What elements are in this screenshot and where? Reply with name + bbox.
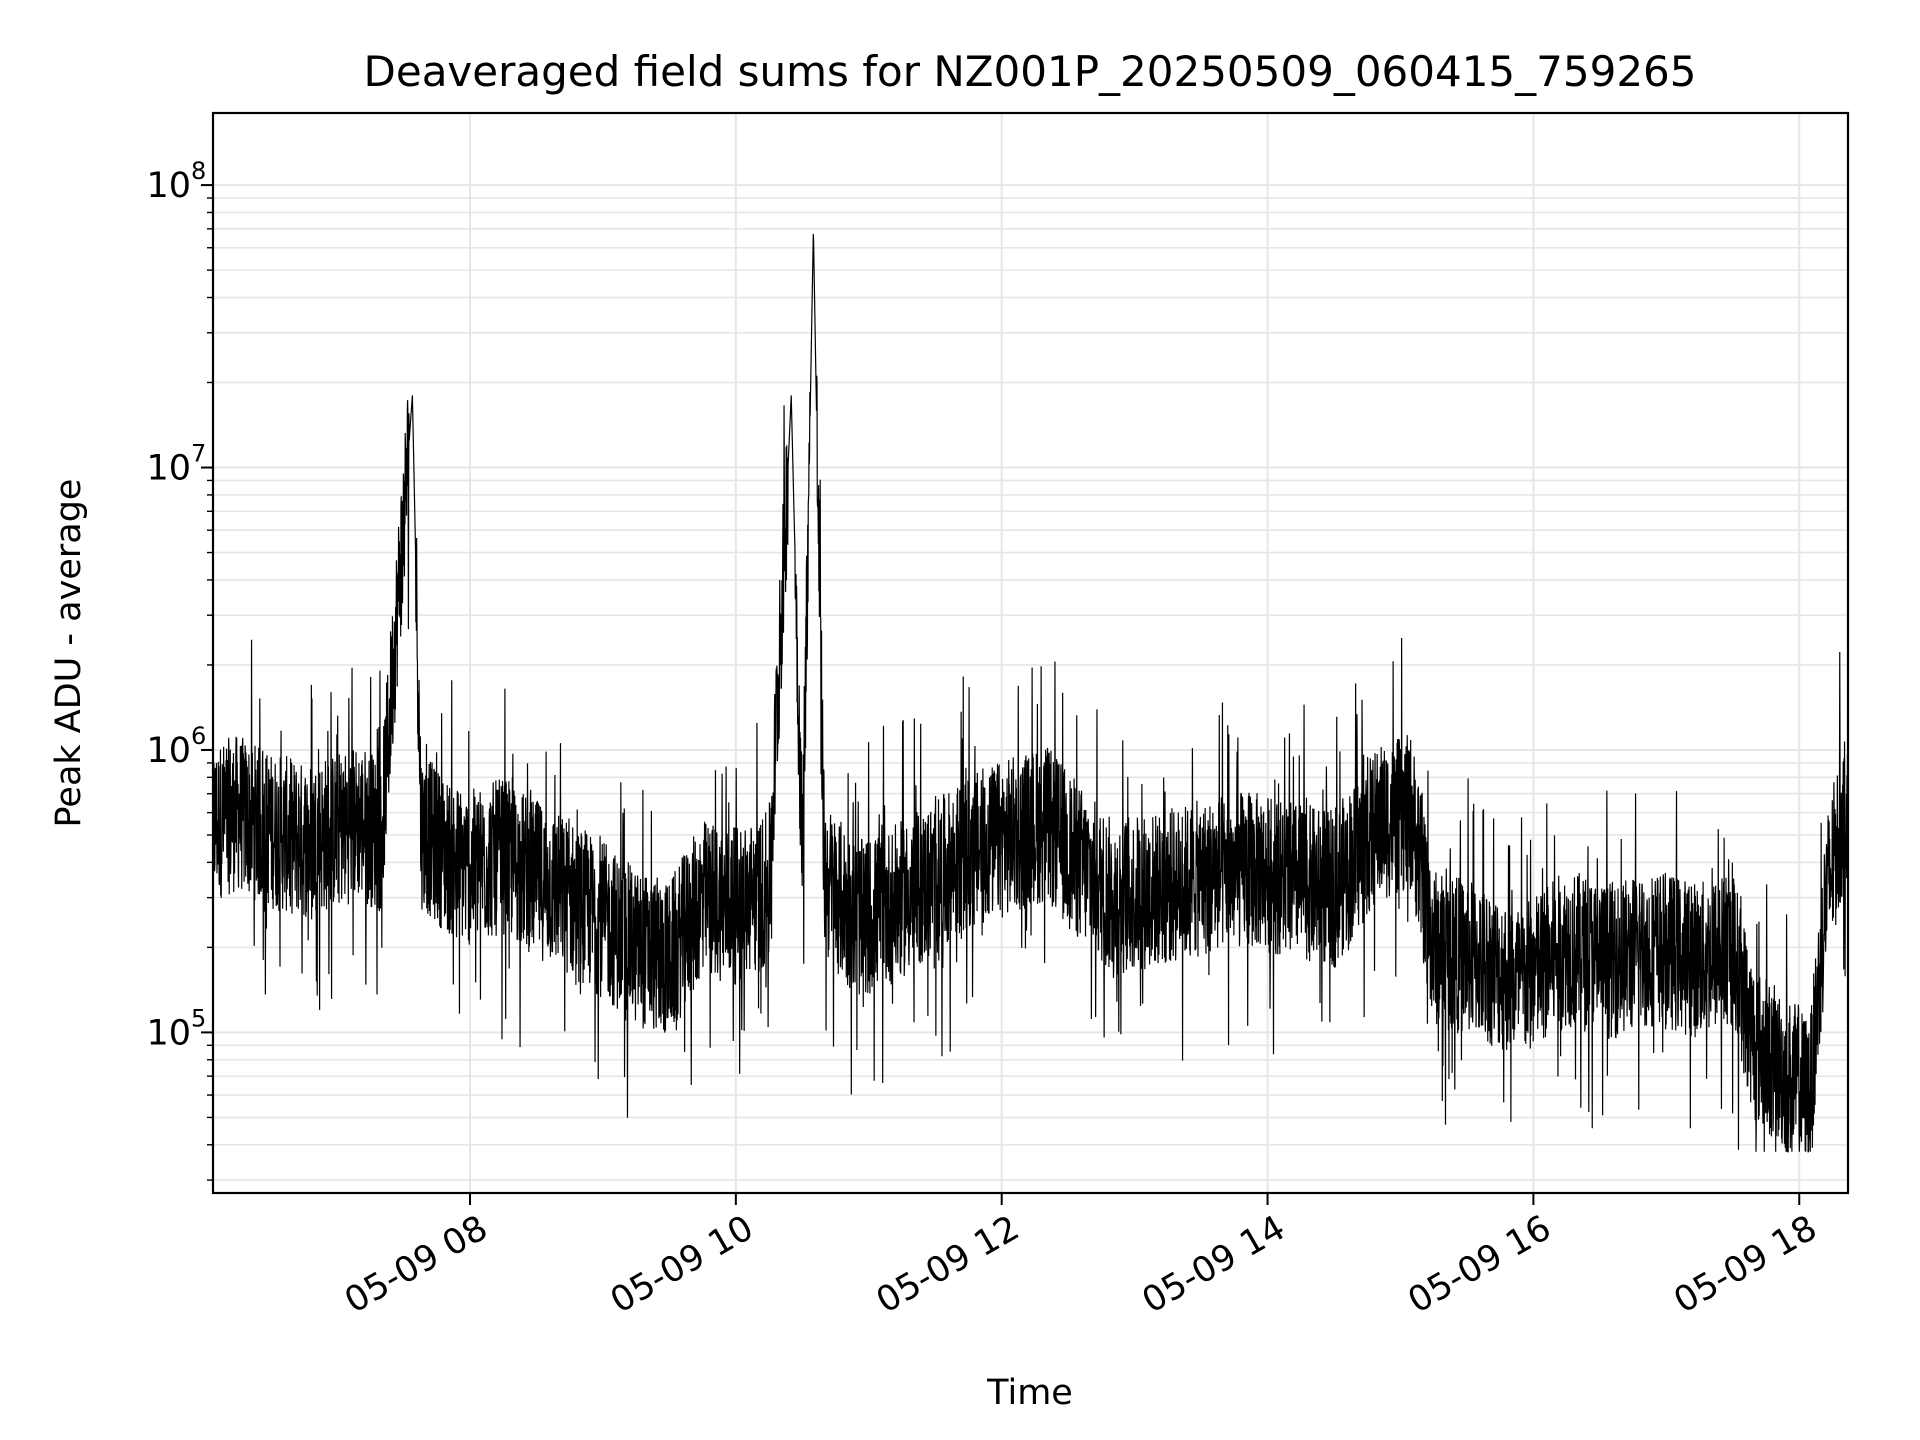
- y-tick-label-exponent: 8: [191, 157, 206, 185]
- y-tick-label-exponent: 5: [191, 1004, 206, 1032]
- y-tick-label: 10: [146, 166, 191, 206]
- plot-frame: [211, 111, 1850, 1195]
- series-line: [212, 233, 1849, 1153]
- y-tick-label-exponent: 7: [191, 440, 206, 468]
- y-tick-label-exponent: 6: [191, 722, 206, 750]
- data-series: [212, 228, 1849, 1153]
- y-axis-label: Peak ADU - average: [49, 479, 89, 828]
- y-tick-label: 10: [146, 731, 191, 771]
- y-tick-label: 10: [146, 1013, 191, 1053]
- chart-title: Deaveraged field sums for NZ001P_2025050…: [364, 47, 1697, 96]
- x-axis-label: Time: [986, 1373, 1073, 1413]
- y-tick-label: 10: [146, 449, 191, 489]
